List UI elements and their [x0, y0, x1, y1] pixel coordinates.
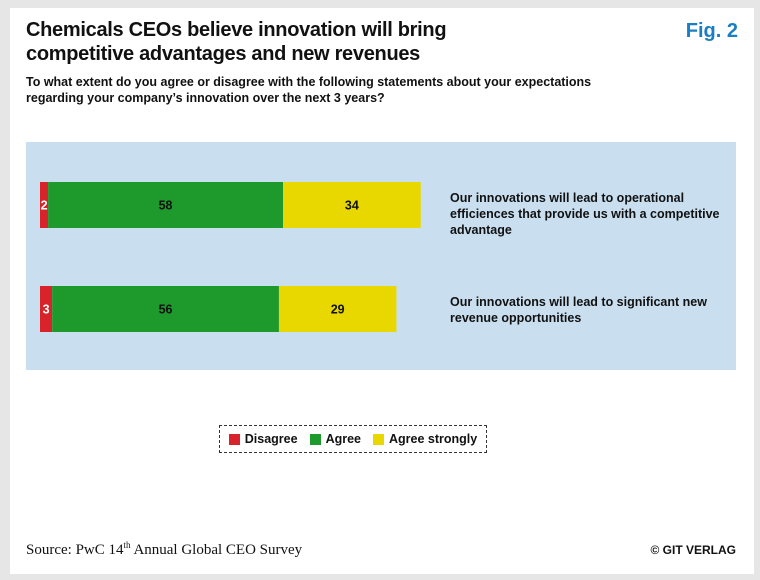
value-label-disagree-2: 3 [43, 303, 50, 317]
bar-disagree-2 [40, 286, 53, 332]
bar-agree-strongly-2 [278, 286, 397, 332]
legend-swatch-agree [309, 433, 321, 445]
source-superscript: th [123, 540, 131, 550]
value-label-agree-strongly-2: 29 [331, 303, 345, 317]
bar-disagree-1 [40, 182, 49, 228]
legend-label-agree-strongly: Agree strongly [389, 432, 478, 446]
copyright: © GIT VERLAG [650, 543, 736, 557]
category-label-2: Our innovations will lead to significant… [450, 295, 707, 325]
bar-agree-strongly-1 [283, 182, 421, 228]
figure-label: Fig. 2 [685, 20, 738, 42]
legend-label-agree: Agree [325, 432, 362, 446]
source-suffix: Annual Global CEO Survey [130, 542, 303, 558]
chart-title: Chemicals CEOs believe innovation will b… [26, 19, 447, 65]
bar-agree-1 [48, 182, 283, 228]
survey-question: To what extent do you agree or disagree … [26, 75, 592, 105]
figure-frame: Chemicals CEOs believe innovation will b… [10, 8, 754, 574]
value-label-disagree-1: 2 [41, 199, 48, 213]
chart-legend: Disagree Agree Agree strongly [219, 425, 487, 453]
value-label-agree-2: 56 [159, 303, 173, 317]
bar-agree-2 [52, 286, 279, 332]
legend-item-agree: Agree [309, 432, 362, 446]
value-label-agree-1: 58 [159, 199, 173, 213]
legend-item-agree-strongly: Agree strongly [373, 432, 477, 446]
legend-item-disagree: Disagree [228, 432, 298, 446]
source-prefix: Source: PwC 14 [26, 542, 124, 558]
value-label-agree-strongly-1: 34 [345, 199, 359, 213]
category-label-1: Our innovations will lead to operational… [450, 191, 720, 237]
legend-label-disagree: Disagree [244, 432, 298, 446]
plot-panel: 2 58 34 3 56 29 Our innovations will lead to … [26, 142, 736, 370]
stacked-bar-chart: 2 58 34 3 56 29 [40, 182, 421, 332]
source-note: Source: PwC 14th Annual Global CEO Surve… [26, 540, 302, 559]
legend-swatch-agree-strongly [373, 433, 385, 445]
legend-swatch-disagree [228, 433, 240, 445]
